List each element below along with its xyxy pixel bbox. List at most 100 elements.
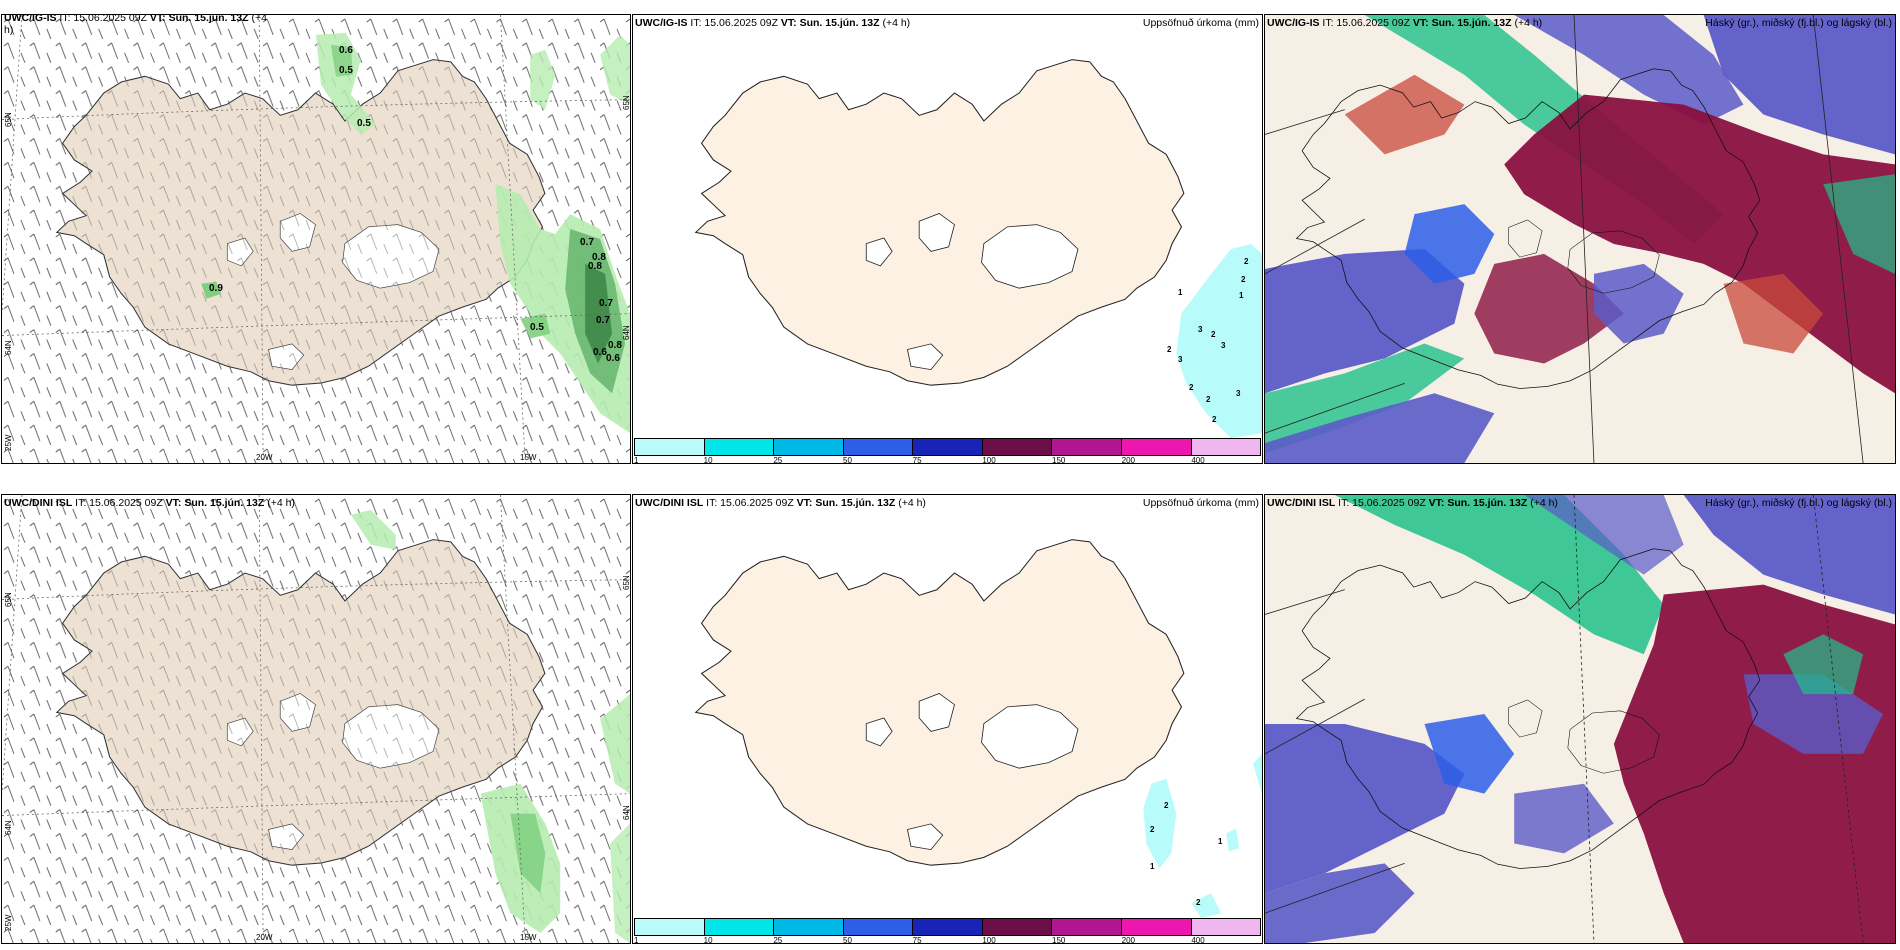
lon-label-mid: 20W [256,453,273,462]
lon-label-right: 15W [520,453,537,462]
colorbar-swatch [913,439,983,455]
wind-panel-ig: UWC/IG-IS IT: 15.06.2025 09Z VT: Sun. 15… [1,14,631,464]
colorbar-tick: 100 [982,456,996,464]
precip-value: 2 [1212,415,1217,424]
valid-time: Sun. 15.jún. 13Z [815,497,896,509]
colorbar-swatch [1121,919,1192,935]
lat-label-right-top: 65N [622,575,631,590]
colorbar-tick: 400 [1191,456,1205,464]
valid-time: Sun. 15.jún. 13Z [184,497,265,509]
model-name: UWC/DINI ISL [635,497,704,509]
precip-value: 3 [1178,355,1183,364]
vt-label: VT: [149,14,166,24]
valid-time: Sun. 15.jún. 13Z [799,17,880,29]
colorbar-tick: 150 [1052,456,1066,464]
colorbar-tick: 75 [912,936,922,944]
precip-value: 3 [1198,325,1203,334]
lon-label-left: 25W [4,434,13,451]
init-time: IT: 15.06.2025 09Z [706,497,794,509]
precip-value: 2 [1244,257,1249,266]
precip-value: 0.7 [580,237,594,248]
model-name: UWC/IG-IS [1267,17,1320,29]
vt-label: VT: [1412,17,1429,29]
precip-value: 0.6 [339,45,353,56]
precip-value: 0.5 [530,322,544,333]
colorbar-tick: 200 [1121,936,1136,944]
wind-panel-title: UWC/DINI ISL IT: 15.06.2025 09Z VT: Sun.… [4,497,295,509]
wind-map-ig [2,15,630,463]
colorbar-tick: 25 [773,456,783,464]
lead-time: (+4 h) [1530,497,1558,509]
cloud-panel-subtitle: Háský (gr.), miðský (fj.bl.) og lágský (… [1705,497,1892,509]
colorbar-swatch [913,919,983,935]
precip-value: 0.9 [209,283,223,294]
colorbar-tick: 50 [843,456,852,464]
precip-value: 2 [1206,395,1211,404]
lat-label-mid: 64N [4,340,13,355]
colorbar-ticks: 1 10 25 50 75 100 150 200 400 [634,936,1261,944]
vt-label: VT: [1428,497,1445,509]
cloud-panel-title: UWC/IG-IS IT: 15.06.2025 09Z VT: Sun. 15… [1267,17,1542,29]
init-time: IT: 15.06.2025 09Z [690,17,778,29]
lat-label-top: 65N [4,592,13,607]
colorbar-swatch [1121,439,1192,455]
precip-value: 2 [1167,345,1172,354]
precip-value: 1 [1150,862,1155,871]
precip-value: 2 [1196,898,1201,907]
model-name: UWC/DINI ISL [4,497,73,509]
init-time: IT: 15.06.2025 09Z [75,497,163,509]
lat-label-mid: 64N [4,820,13,835]
colorbar-tick: 150 [1052,936,1066,944]
vt-label: VT: [165,497,182,509]
lead-time: (+4 [251,14,267,24]
colorbar-tick: 400 [1191,936,1205,944]
lon-label-mid: 20W [256,933,273,942]
precip-value: 0.8 [608,340,622,351]
precip-value: 0.5 [339,65,353,76]
colorbar-tick: 75 [912,456,922,464]
model-name: UWC/IG-IS [635,17,688,29]
valid-time: Sun. 15.jún. 13Z [168,14,249,24]
cloud-panel-ig: UWC/IG-IS IT: 15.06.2025 09Z VT: Sun. 15… [1264,14,1896,464]
cloud-panel-dini: UWC/DINI ISL IT: 15.06.2025 09Z VT: Sun.… [1264,494,1896,944]
vt-label: VT: [796,497,813,509]
model-name: UWC/DINI ISL [1267,497,1336,509]
init-time: IT: 15.06.2025 09Z [59,14,147,24]
precip-panel-ig: UWC/IG-IS IT: 15.06.2025 09Z VT: Sun. 15… [632,14,1263,464]
precip-value: 2 [1164,801,1169,810]
precip-value: 2 [1150,825,1155,834]
init-time: IT: 15.06.2025 09Z [1322,17,1410,29]
colorbar-swatch [1191,439,1261,455]
precip-value: 2 [1211,330,1216,339]
cloud-panel-title: UWC/DINI ISL IT: 15.06.2025 09Z VT: Sun.… [1267,497,1558,509]
colorbar-swatch [982,919,1053,935]
colorbar-tick: 25 [773,936,783,944]
colorbar-swatch [635,439,705,455]
precip-value: 0.6 [606,353,620,364]
colorbar-swatch [704,919,775,935]
colorbar-tick: 50 [843,936,852,944]
precip-value: 0.5 [357,118,371,129]
precip-value: 1 [1218,837,1223,846]
colorbar-swatch [982,439,1053,455]
colorbar-tick: 10 [703,936,713,944]
wind-panel-title: UWC/IG-IS IT: 15.06.2025 09Z VT: Sun. 15… [4,14,267,36]
lat-label-top: 65N [4,112,13,127]
colorbar-swatch [1052,919,1122,935]
precip-colorbar: 1 10 25 50 75 100 150 200 400 [634,438,1261,464]
colorbar-swatch [774,919,844,935]
precip-value: 3 [1236,389,1241,398]
valid-time: Sun. 15.jún. 13Z [1431,17,1512,29]
colorbar-tick: 100 [982,936,996,944]
init-time: IT: 15.06.2025 09Z [1338,497,1426,509]
colorbar-tick: 10 [703,456,713,464]
lat-label-right-mid: 64N [622,805,631,820]
precip-value: 2 [1241,275,1246,284]
lat-label-right-top: 65N [622,95,631,110]
valid-time: Sun. 15.jún. 13Z [1447,497,1528,509]
precip-map-ig [633,15,1262,463]
precip-value: 1 [1239,291,1244,300]
precip-panel-subtitle: Uppsöfnuð úrkoma (mm) [1142,497,1259,509]
colorbar-tick: 1 [634,936,639,944]
colorbar-ticks: 1 10 25 50 75 100 150 200 400 [634,456,1261,464]
